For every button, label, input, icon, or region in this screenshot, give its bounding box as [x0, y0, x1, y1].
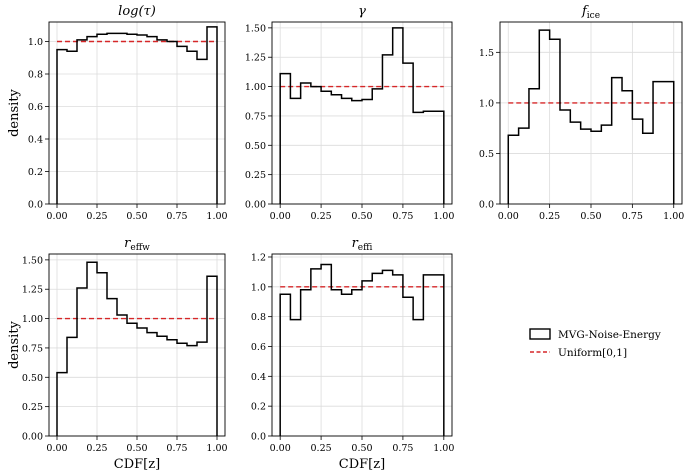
- axes-frame: [499, 21, 683, 205]
- y-tick-label: 0.5: [479, 149, 494, 160]
- y-tick-label: 0.8: [28, 70, 43, 81]
- histogram-step: [56, 26, 218, 204]
- y-tick-label: 0.25: [245, 170, 266, 181]
- panel-2: 0.00 0.25 0.50 0.75 1.00 0.00 0.25 0.50 0.75 1.00…: [245, 4, 455, 222]
- y-tick-label: 1.0: [479, 98, 494, 109]
- y-tick-label: 0.0: [479, 200, 494, 211]
- x-tick-label: 0.50: [126, 443, 147, 454]
- y-tick-label: 0.2: [28, 167, 43, 178]
- y-tick-label: 0.0: [251, 432, 266, 443]
- y-tick-label: 1.0: [28, 37, 43, 48]
- legend-box: [522, 321, 690, 361]
- panel-title: fice: [581, 4, 600, 21]
- x-tick-label: 0.50: [351, 211, 372, 222]
- panel-title: reffw: [124, 236, 150, 253]
- x-tick-label: 0.25: [311, 443, 332, 454]
- y-tick-label: 0.8: [251, 312, 266, 323]
- histogram-step: [56, 261, 218, 436]
- x-tick-label: 1.00: [433, 211, 454, 222]
- y-tick-label: 1.25: [22, 285, 43, 296]
- y-tick-label: 0.2: [251, 402, 266, 413]
- y-tick-label: 0.50: [22, 373, 43, 384]
- x-tick-label: 1.00: [206, 443, 227, 454]
- x-tick-label: 0.75: [392, 211, 413, 222]
- x-tick-label: 0.75: [166, 211, 187, 222]
- y-tick-label: 0.75: [22, 343, 43, 354]
- axes-frame: [48, 253, 226, 437]
- y-tick-label: 1.50: [22, 255, 43, 266]
- histogram-step: [279, 263, 445, 436]
- y-axis-label: density: [7, 88, 22, 136]
- panel-1: 0.00 0.25 0.50 0.75 1.00 0.0 0.2 0.4 0.6 0.8 1.0 lo…: [7, 4, 228, 222]
- y-tick-label: 0.25: [22, 402, 43, 413]
- x-tick-label: 0.25: [539, 211, 560, 222]
- x-tick-label: 0.75: [622, 211, 643, 222]
- y-tick-label: 0.00: [22, 432, 43, 443]
- histogram-step: [279, 27, 445, 204]
- x-tick-label: 0.75: [392, 443, 413, 454]
- x-tick-label: 0.00: [270, 211, 291, 222]
- axes-frame: [271, 21, 453, 205]
- axes-frame: [271, 253, 453, 437]
- panel-3: 0.00 0.25 0.50 0.75 1.00 0.0 0.5 1.0 1.5 fice: [479, 4, 684, 222]
- y-tick-label: 1.00: [245, 82, 266, 93]
- histogram-step: [507, 29, 675, 204]
- x-tick-label: 1.00: [663, 211, 684, 222]
- y-axis-label: density: [7, 320, 22, 368]
- panel-4: 0.00 0.25 0.50 0.75 1.00 0.00 0.25 0.50 0.75 1.00…: [7, 236, 228, 472]
- x-tick-label: 0.25: [86, 211, 107, 222]
- y-tick-label: 0.50: [245, 141, 266, 152]
- y-tick-label: 0.75: [245, 111, 266, 122]
- legend: MVG-Noise-Energy Uniform[0,1]: [522, 321, 690, 361]
- y-tick-label: 0.6: [251, 342, 266, 353]
- x-axis-label: CDF[z]: [114, 457, 160, 472]
- y-tick-label: 1.25: [245, 53, 266, 64]
- y-tick-label: 0.4: [251, 372, 266, 383]
- legend-label-histogram: MVG-Noise-Energy: [558, 329, 661, 341]
- panel-title: reffi: [352, 236, 373, 253]
- x-tick-label: 1.00: [433, 443, 454, 454]
- y-tick-label: 0.00: [245, 200, 266, 211]
- x-tick-label: 0.25: [311, 211, 332, 222]
- y-tick-label: 0.6: [28, 102, 43, 113]
- panel-title: log(τ): [118, 4, 156, 19]
- x-tick-label: 0.00: [498, 211, 519, 222]
- x-tick-label: 0.00: [270, 443, 291, 454]
- y-tick-label: 0.4: [28, 135, 43, 146]
- x-tick-label: 0.50: [351, 443, 372, 454]
- x-axis-label: CDF[z]: [339, 457, 385, 472]
- x-tick-label: 0.50: [126, 211, 147, 222]
- y-tick-label: 0.0: [28, 200, 43, 211]
- legend-label-uniform: Uniform[0,1]: [558, 347, 627, 359]
- x-tick-label: 0.75: [166, 443, 187, 454]
- panel-title: γ: [358, 4, 366, 19]
- y-tick-label: 1.0: [251, 282, 266, 293]
- axes-frame: [48, 21, 226, 205]
- y-tick-label: 1.00: [22, 314, 43, 325]
- x-tick-label: 0.00: [46, 443, 67, 454]
- y-tick-label: 1.2: [251, 252, 266, 263]
- y-tick-label: 1.50: [245, 23, 266, 34]
- x-tick-label: 1.00: [206, 211, 227, 222]
- x-tick-label: 0.50: [580, 211, 601, 222]
- x-tick-label: 0.00: [46, 211, 67, 222]
- x-tick-label: 0.25: [86, 443, 107, 454]
- y-tick-label: 1.5: [479, 48, 494, 59]
- panel-5: 0.00 0.25 0.50 0.75 1.00 0.0 0.2 0.4 0.6 0.8 1.0 1.…: [251, 236, 455, 472]
- legend-swatch-histogram: [529, 328, 551, 340]
